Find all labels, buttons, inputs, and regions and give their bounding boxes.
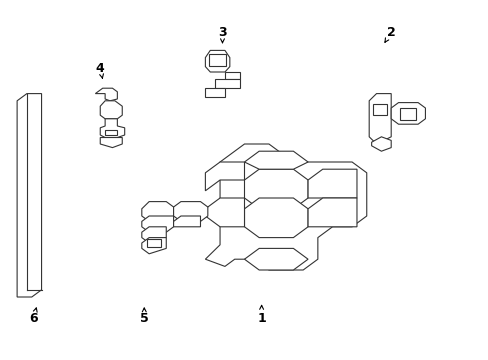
Polygon shape [142, 227, 166, 243]
Polygon shape [390, 103, 425, 124]
Polygon shape [244, 169, 307, 209]
Polygon shape [205, 162, 244, 191]
Polygon shape [205, 198, 244, 227]
Polygon shape [142, 202, 173, 221]
Text: 6: 6 [29, 308, 38, 325]
Polygon shape [371, 137, 390, 151]
Polygon shape [244, 248, 307, 270]
Polygon shape [224, 72, 239, 79]
Polygon shape [205, 88, 224, 97]
Polygon shape [307, 198, 356, 227]
Polygon shape [105, 130, 117, 135]
Polygon shape [244, 151, 307, 169]
Polygon shape [372, 104, 386, 115]
Text: 5: 5 [140, 308, 148, 325]
Polygon shape [215, 79, 239, 88]
Polygon shape [100, 138, 122, 148]
Polygon shape [244, 198, 307, 238]
Polygon shape [95, 88, 117, 101]
Polygon shape [209, 54, 225, 66]
Polygon shape [100, 101, 122, 119]
Text: 3: 3 [218, 26, 226, 43]
Text: 4: 4 [96, 62, 104, 78]
Polygon shape [399, 108, 415, 120]
Polygon shape [205, 144, 366, 270]
Polygon shape [100, 119, 124, 138]
Polygon shape [142, 238, 166, 254]
Polygon shape [205, 50, 229, 72]
Polygon shape [142, 216, 173, 232]
Polygon shape [173, 216, 200, 227]
Polygon shape [307, 169, 356, 198]
Polygon shape [17, 94, 41, 297]
Polygon shape [146, 239, 161, 247]
Text: 2: 2 [384, 26, 395, 42]
Polygon shape [368, 94, 390, 144]
Polygon shape [173, 202, 207, 221]
Text: 1: 1 [257, 305, 265, 325]
